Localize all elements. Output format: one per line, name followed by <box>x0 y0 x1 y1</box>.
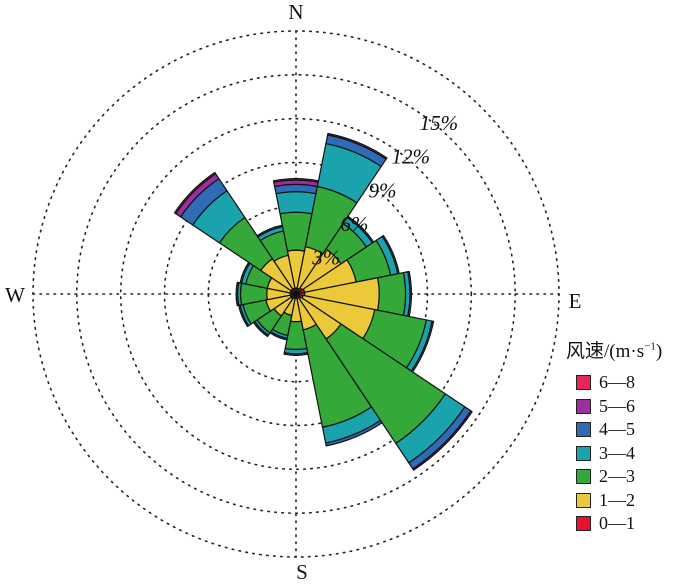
petal-SE-speed-5 <box>412 410 473 471</box>
legend-label: 6—8 <box>599 372 635 393</box>
direction-label-n: N <box>288 0 303 24</box>
legend-entry: 5—6 <box>566 395 700 419</box>
legend: 风速/(m·s−1) 6—8 5—6 4—5 3—4 2—3 1—2 0—1 <box>566 336 700 536</box>
legend-entry: 4—5 <box>566 418 700 442</box>
legend-entry: 2—3 <box>566 465 700 489</box>
petal-SSE-speed-4 <box>325 419 383 447</box>
legend-entry: 3—4 <box>566 442 700 466</box>
legend-entry: 1—2 <box>566 489 700 513</box>
legend-label: 2—3 <box>599 466 635 487</box>
petal-NW-speed-6 <box>173 171 217 215</box>
legend-swatch <box>576 492 591 508</box>
direction-label-e: E <box>569 289 582 313</box>
ring-labels: 3%6%9% 12% 15% <box>311 111 458 269</box>
range-ring-3 <box>163 161 429 427</box>
legend-swatch <box>576 375 591 391</box>
legend-title: 风速/(m·s−1) <box>566 340 663 362</box>
legend-label: 3—4 <box>599 442 635 463</box>
legend-label: 5—6 <box>599 395 635 416</box>
legend-label: 0—1 <box>599 513 635 534</box>
direction-label-w: W <box>5 283 25 307</box>
petal-N-speed-3 <box>275 191 317 215</box>
legend-entry: 6—8 <box>566 371 700 395</box>
legend-label: 4—5 <box>599 419 635 440</box>
ring-label-3: 9% <box>369 178 397 202</box>
legend-entry: 0—1 <box>566 512 700 536</box>
ring-label-5: 15% <box>420 111 459 135</box>
legend-swatch <box>576 422 591 438</box>
legend-swatch <box>576 469 591 485</box>
range-ring-4 <box>119 117 473 471</box>
legend-swatch <box>576 445 591 461</box>
petal-NNW-speed-4 <box>256 224 284 238</box>
legend-entries: 6—8 5—6 4—5 3—4 2—3 1—2 0—1 <box>566 371 700 536</box>
legend-label: 1—2 <box>599 489 635 510</box>
legend-swatch <box>576 398 591 414</box>
legend-swatch <box>576 516 591 532</box>
ring-label-1: 3% <box>311 245 340 269</box>
ring-label-2: 6% <box>340 212 368 236</box>
direction-labels: N E S W <box>5 0 581 584</box>
direction-label-s: S <box>296 560 308 584</box>
wind-petals <box>173 132 473 471</box>
petal-E-speed-2 <box>377 272 407 316</box>
petal-NNE-speed-5 <box>327 132 388 160</box>
ring-label-4: 12% <box>391 145 430 169</box>
petal-W-speed-4 <box>235 281 240 307</box>
petal-S-speed-4 <box>283 352 309 356</box>
